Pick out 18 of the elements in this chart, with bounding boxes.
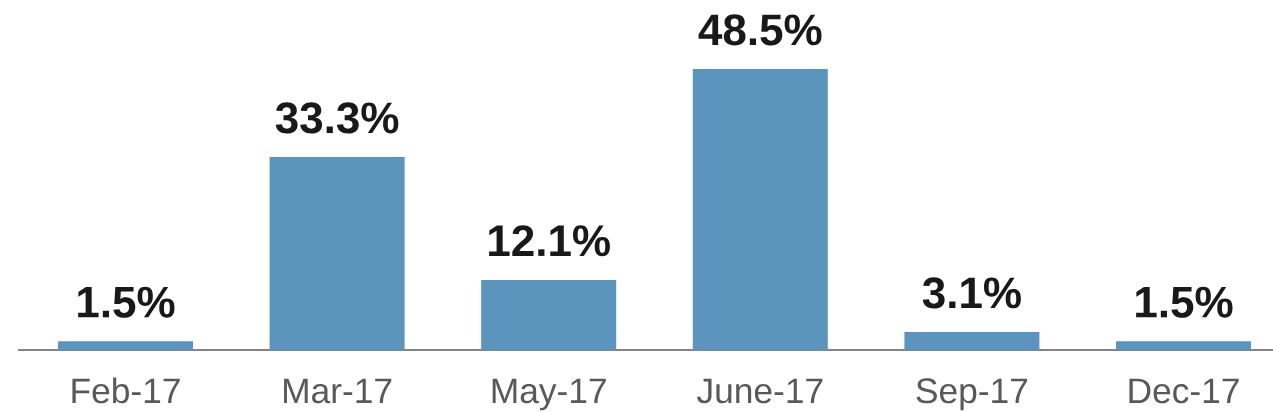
x-tick-label: Sep-17 (916, 378, 1028, 411)
data-label: 1.5% (1136, 286, 1233, 318)
data-label: 33.3% (275, 102, 399, 134)
x-tick-label: Feb-17 (72, 377, 180, 404)
bar (269, 157, 405, 350)
bar (904, 332, 1040, 350)
x-tick-label: May-17 (492, 378, 606, 411)
bar (481, 279, 617, 350)
bar (692, 69, 828, 350)
data-label: 1.5% (78, 286, 175, 318)
bar (1116, 341, 1252, 350)
x-tick-label: Mar-17 (284, 378, 392, 404)
data-label: 48.5% (698, 14, 822, 46)
data-label: 3.1% (922, 277, 1021, 309)
data-label: 12.1% (489, 225, 610, 257)
x-tick-label: June-17 (697, 378, 823, 404)
x-tick-label: Dec-17 (1129, 378, 1239, 404)
bar (58, 341, 194, 350)
